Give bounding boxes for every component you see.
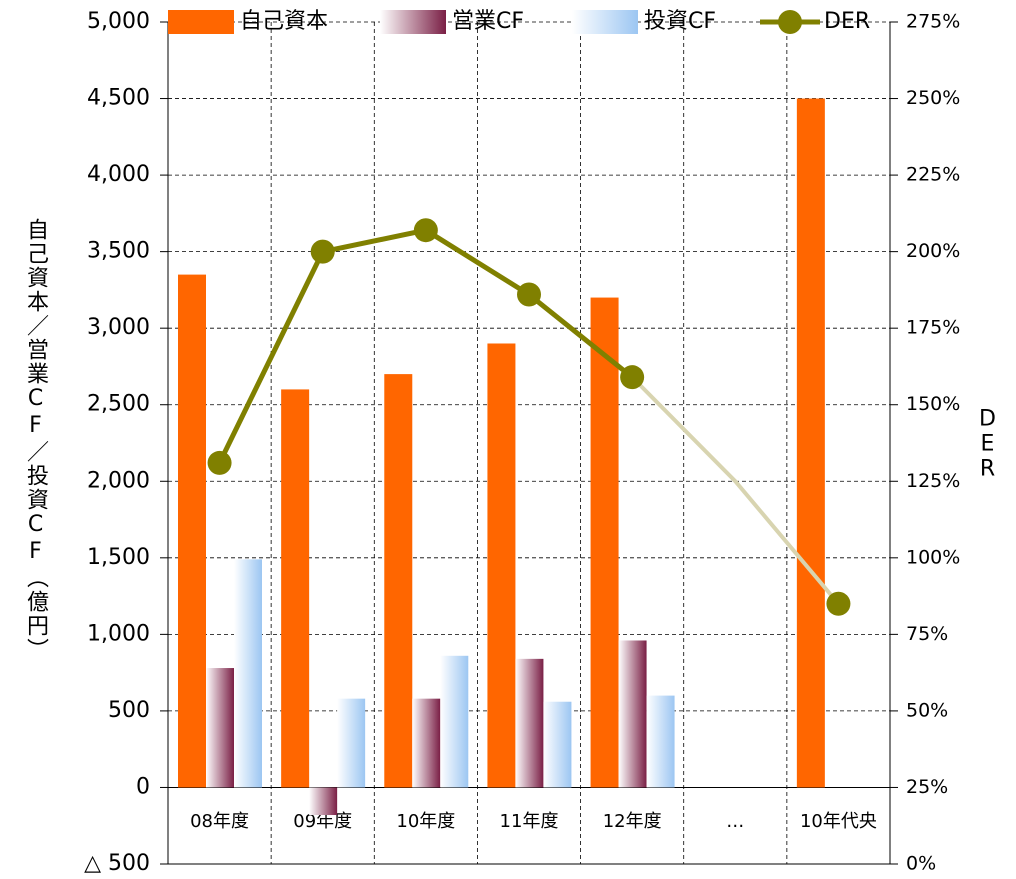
x-tick-label: 08年度: [190, 811, 249, 832]
y-tick-label: 4,500: [87, 86, 150, 111]
y2-axis-label: DER: [975, 407, 1000, 482]
line-series-forecast: [630, 375, 840, 606]
y2-tick-label: 175%: [906, 317, 960, 339]
bar: [515, 658, 544, 788]
bar: [646, 695, 675, 788]
line-marker: [207, 450, 232, 475]
y-tick-label: 2,000: [87, 468, 150, 493]
y2-tick-label: 250%: [906, 87, 960, 109]
legend-swatch: [572, 10, 638, 34]
y2-tick-label: 150%: [906, 393, 960, 415]
y2-tick-label: 100%: [906, 546, 960, 568]
y-tick-label: △ 500: [84, 851, 150, 876]
y2-tick-label: 225%: [906, 164, 960, 186]
line-marker: [310, 239, 335, 264]
x-tick-label: 10年度: [396, 811, 455, 832]
y-tick-label: 1,500: [87, 545, 150, 570]
bar: [618, 640, 647, 788]
legend-marker: [778, 10, 802, 34]
line-marker: [620, 365, 645, 390]
legend-label: 投資CF: [644, 9, 716, 34]
x-tick-label: 09年度: [293, 811, 352, 832]
legend-label: 営業CF: [452, 9, 524, 34]
line-marker: [517, 282, 541, 307]
y2-tick-label: 125%: [906, 470, 960, 492]
x-tick-label: 11年度: [500, 811, 559, 832]
y-tick-label: 4,000: [87, 162, 150, 187]
bar: [234, 559, 262, 788]
y-tick-label: 1,000: [87, 621, 150, 646]
bar: [487, 343, 516, 788]
bar: [281, 389, 310, 788]
bar: [412, 698, 441, 788]
bar: [590, 297, 619, 788]
bar: [384, 374, 413, 788]
bar: [796, 98, 825, 788]
y-axis-label: 自己資本／営業CF／投資CF（億円）: [23, 218, 49, 662]
y2-tick-label: 0%: [906, 853, 936, 875]
bar: [337, 698, 366, 788]
bar: [440, 655, 469, 788]
legend-label: 自己資本: [240, 9, 328, 34]
y-tick-label: 3,000: [87, 315, 150, 340]
y2-tick-label: 75%: [906, 623, 948, 645]
bar: [206, 668, 234, 788]
bar: [178, 274, 206, 788]
y-tick-label: 3,500: [87, 239, 150, 264]
y-tick-label: 2,500: [87, 392, 150, 417]
legend-swatch: [380, 10, 446, 34]
legend-swatch: [168, 10, 234, 34]
y-tick-label: 500: [108, 698, 150, 723]
bar: [309, 787, 338, 816]
y-tick-label: 5,000: [87, 9, 150, 34]
legend-label: DER: [824, 9, 870, 34]
x-tick-label: 12年度: [603, 811, 662, 832]
y2-tick-label: 200%: [906, 240, 960, 262]
y2-tick-label: 50%: [906, 699, 948, 721]
y2-tick-label: 275%: [906, 11, 960, 33]
x-tick-label: 10年代央: [800, 811, 877, 832]
line-marker: [413, 218, 438, 243]
x-tick-label: …: [726, 811, 744, 832]
line-marker: [826, 591, 851, 616]
bar: [543, 701, 572, 788]
y-tick-label: 0: [136, 774, 150, 799]
y2-tick-label: 25%: [906, 776, 948, 798]
